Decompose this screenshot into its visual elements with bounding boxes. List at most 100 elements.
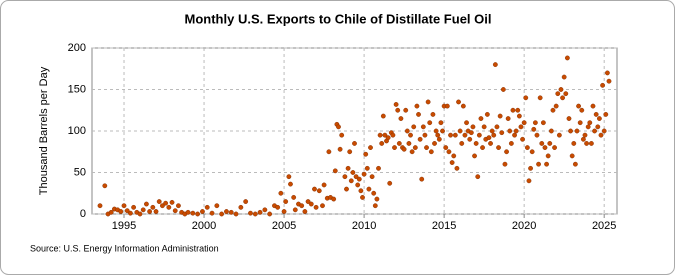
point [540, 120, 546, 126]
point [468, 130, 474, 136]
point [606, 78, 612, 84]
point [537, 95, 543, 101]
point [475, 174, 481, 180]
point [486, 135, 492, 141]
point [604, 70, 610, 76]
point [588, 141, 594, 146]
point [348, 178, 354, 184]
point [536, 161, 541, 167]
point [408, 132, 413, 138]
point [492, 62, 498, 67]
point [433, 128, 439, 134]
point [520, 136, 525, 142]
point [371, 190, 377, 196]
point [516, 113, 522, 119]
point [422, 132, 428, 138]
point [526, 178, 532, 184]
point [513, 128, 519, 134]
point [342, 174, 348, 180]
point [380, 113, 386, 119]
point [163, 200, 169, 206]
point [308, 201, 314, 207]
point [376, 165, 381, 171]
point [224, 209, 229, 214]
point [411, 124, 417, 130]
point [478, 116, 484, 121]
point [121, 203, 127, 209]
point [457, 128, 463, 134]
point [412, 145, 418, 151]
point [456, 99, 461, 105]
point [427, 120, 433, 126]
point [419, 176, 425, 182]
point [350, 170, 356, 175]
point [564, 55, 570, 61]
point [288, 181, 293, 187]
y-tick-label: 0 [80, 208, 86, 220]
point [403, 107, 409, 113]
point [204, 204, 210, 210]
point [572, 161, 578, 167]
y-tick-label: 100 [68, 125, 86, 137]
point [481, 124, 487, 130]
point [302, 209, 308, 214]
point [313, 204, 319, 210]
point [379, 141, 385, 146]
point [544, 161, 549, 167]
x-tick-label: 2005 [272, 220, 296, 232]
point [523, 95, 529, 101]
point [502, 161, 508, 167]
point [534, 132, 540, 138]
point [331, 196, 337, 202]
point [147, 209, 153, 214]
point [262, 207, 268, 213]
y-tick-label: 150 [68, 83, 86, 95]
point [228, 209, 234, 215]
point [452, 132, 458, 138]
point [401, 146, 407, 152]
point [484, 112, 490, 117]
point [603, 112, 609, 117]
source: Source: U.S. Energy Information Administ… [30, 243, 219, 253]
point [172, 208, 178, 214]
point [542, 145, 548, 151]
point [358, 188, 364, 194]
point [361, 171, 367, 177]
point [281, 209, 287, 214]
point [590, 103, 596, 109]
point [569, 153, 575, 159]
x-tick-label: 2025 [592, 220, 616, 232]
point [166, 204, 172, 210]
point [321, 182, 327, 188]
point [512, 132, 517, 138]
point [108, 209, 114, 215]
point [580, 136, 586, 142]
point [153, 209, 159, 214]
point [545, 153, 551, 159]
point [480, 145, 485, 151]
point [600, 82, 605, 88]
point [414, 103, 420, 109]
point [582, 132, 588, 138]
point [406, 141, 412, 146]
point [392, 145, 397, 151]
point [336, 124, 341, 130]
point [499, 130, 505, 136]
point [316, 188, 322, 194]
point [435, 132, 441, 138]
point [185, 209, 191, 215]
point [344, 186, 349, 192]
point [568, 128, 573, 134]
point [500, 87, 506, 92]
point [416, 112, 421, 117]
point [390, 132, 396, 138]
point [539, 141, 545, 146]
point [140, 207, 146, 213]
point [118, 209, 124, 214]
point [428, 149, 434, 155]
point [547, 141, 553, 146]
point [561, 74, 567, 80]
point [436, 136, 442, 142]
point [144, 201, 149, 207]
